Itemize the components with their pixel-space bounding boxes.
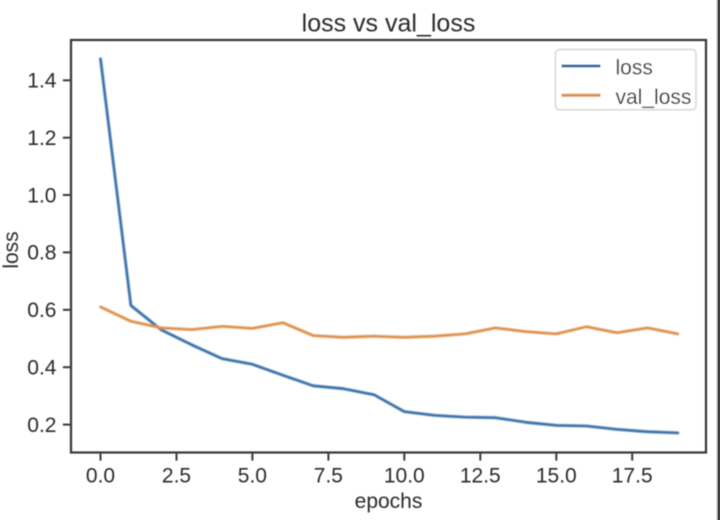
svg-text:0.8: 0.8: [27, 242, 56, 265]
svg-text:17.5: 17.5: [612, 464, 653, 487]
svg-text:1.2: 1.2: [27, 127, 56, 150]
svg-text:7.5: 7.5: [314, 464, 343, 487]
svg-text:loss: loss: [0, 231, 23, 268]
svg-text:0.2: 0.2: [27, 414, 56, 437]
svg-text:val_loss: val_loss: [616, 86, 692, 109]
svg-text:12.5: 12.5: [460, 464, 501, 487]
svg-text:loss vs val_loss: loss vs val_loss: [302, 10, 476, 38]
svg-text:loss: loss: [616, 56, 653, 79]
svg-text:5.0: 5.0: [238, 464, 267, 487]
svg-text:10.0: 10.0: [384, 464, 425, 487]
svg-text:1.0: 1.0: [27, 184, 56, 207]
svg-text:0.0: 0.0: [86, 464, 115, 487]
svg-text:0.4: 0.4: [27, 357, 57, 380]
svg-text:0.6: 0.6: [27, 299, 56, 322]
svg-text:15.0: 15.0: [536, 464, 577, 487]
svg-text:1.4: 1.4: [27, 70, 57, 93]
svg-text:2.5: 2.5: [162, 464, 191, 487]
svg-text:epochs: epochs: [355, 490, 423, 513]
